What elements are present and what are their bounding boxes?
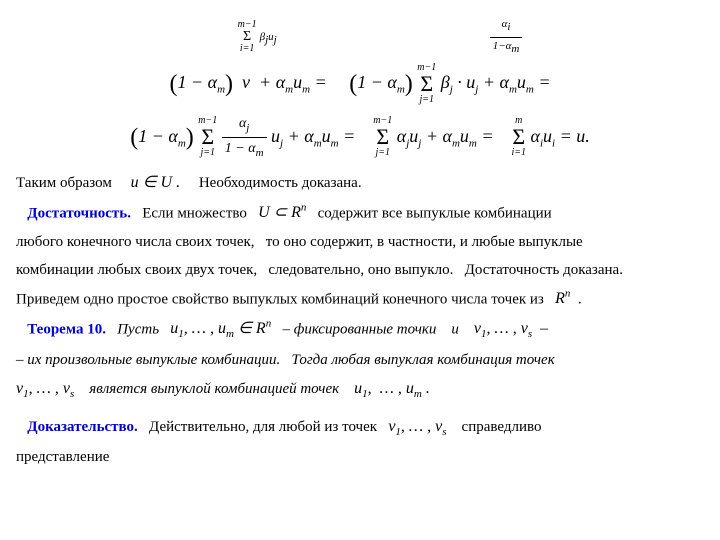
math-u1-um-2: u1, … , um .	[354, 380, 430, 397]
text: Необходимость доказана.	[199, 175, 362, 191]
text: Таким образом	[16, 175, 112, 191]
text: справедливо	[462, 419, 542, 435]
theorem-10-line-2: – их произвольные выпуклые комбинации. Т…	[16, 348, 704, 372]
line-property: Приведем одно простое свойство выпуклых …	[16, 286, 704, 312]
text: – их произвольные выпуклые комбинации.	[16, 352, 280, 368]
line-sufficiency-3: комбинации любых своих двух точек, следо…	[16, 258, 704, 282]
equation-line-3: (1 − αm) m−1Σj=1 αj1 − αm uj + αmum = m−…	[16, 113, 704, 163]
proof-line-1: Доказательство. Действительно, для любой…	[16, 414, 704, 442]
text: – фиксированные точки	[282, 321, 436, 337]
text: Пусть	[117, 321, 159, 337]
proof-line-2: представление	[16, 445, 704, 469]
text: комбинации любых своих двух точек,	[16, 262, 257, 278]
math-u1-um: u1, … , um ∈ Rn	[170, 320, 271, 337]
math-U-subset-Rn: U ⊂ Rn	[258, 204, 306, 221]
text: является выпуклой комбинацией точек	[89, 381, 339, 397]
text: и	[451, 321, 459, 337]
theorem-10-line-3: v1, … , vs является выпуклой комбинацией…	[16, 376, 704, 404]
math-v1-vs-3: v1, … , vs	[388, 418, 446, 435]
text: то оно содержит, в частности, и любые вы…	[266, 234, 583, 250]
text: Если множество	[142, 205, 247, 221]
equation-line-2: (1 − αm) ν + αmum = (1 − αm) m−1Σj=1 βj …	[16, 63, 704, 105]
text: содержит все выпуклые комбинации	[318, 205, 552, 221]
math-v1-vs: v1, … , vs –	[474, 320, 548, 337]
text: Тогда любая выпуклая комбинация точек	[292, 352, 555, 368]
text: Действительно, для любой из точек	[149, 419, 377, 435]
text: следовательно, оно выпукло.	[268, 262, 453, 278]
text: любого конечного числа своих точек,	[16, 234, 255, 250]
line-sufficiency-1: Достаточность. Если множество U ⊂ Rn сод…	[16, 200, 704, 226]
label-theorem-10: Теорема 10.	[27, 321, 106, 337]
line-sufficiency-2: любого конечного числа своих точек, то о…	[16, 230, 704, 254]
text: представление	[16, 449, 109, 465]
text: Приведем одно простое свойство выпуклых …	[16, 291, 544, 307]
math-Rn: Rn	[555, 290, 570, 307]
math-v1-vs-2: v1, … , vs	[16, 380, 74, 397]
theorem-10-line-1: Теорема 10. Пусть u1, … , um ∈ Rn – фикс…	[16, 316, 704, 344]
line-necessity: Таким образом u ∈ U . Необходимость дока…	[16, 170, 704, 196]
equation-fragments-top: m−1Σi=1 βjuj αi1−αm	[16, 16, 704, 59]
label-proof: Доказательство.	[27, 419, 138, 435]
label-sufficiency: Достаточность.	[27, 205, 131, 221]
text: Достаточность доказана.	[465, 262, 623, 278]
math-u-in-U: u ∈ U .	[131, 174, 181, 191]
